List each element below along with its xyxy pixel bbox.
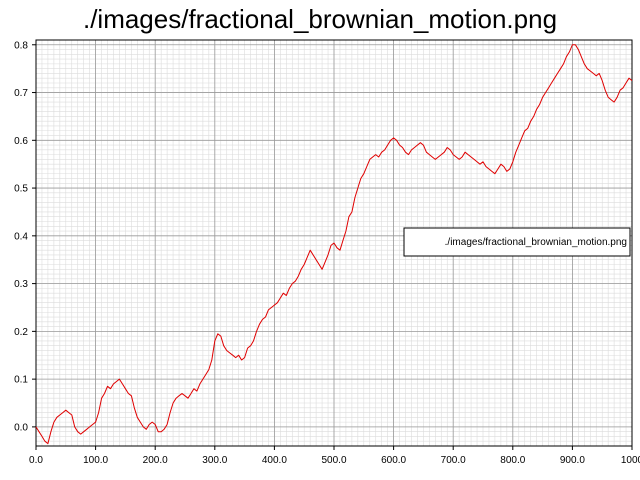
x-tick-label: 300.0 (202, 455, 227, 466)
legend-box (403, 227, 631, 257)
x-tick-label: 400.0 (262, 455, 287, 466)
y-tick-label: 0.5 (14, 184, 28, 195)
x-tick-label: 600.0 (381, 455, 406, 466)
legend-label: ./images/fractional_brownian_motion.png (445, 237, 627, 248)
y-tick-label: 0.8 (14, 40, 28, 51)
x-axis: 0.0 100.0 200.0 300.0 400.0 500.0 600.0 700.0 80… (29, 446, 640, 466)
x-tick-label: 900.0 (560, 455, 585, 466)
y-tick-label: 0.1 (14, 375, 28, 386)
x-tick-label: 700.0 (441, 455, 466, 466)
x-tick-label: 800.0 (500, 455, 525, 466)
y-axis: 0.0 0.1 0.2 0.3 0.4 0.5 0.6 0.7 0.8 (14, 40, 36, 433)
y-tick-label: 0.0 (14, 422, 28, 433)
legend: ./images/fractional_brownian_motion.png (403, 227, 631, 257)
y-tick-label: 0.3 (14, 279, 28, 290)
series-line (35, 44, 633, 445)
chart-title: ./images/fractional_brownian_motion.png (82, 4, 558, 34)
x-tick-label: 0.0 (29, 455, 43, 466)
series-lines (35, 44, 633, 445)
y-tick-label: 0.6 (14, 136, 28, 147)
x-tick-label: 100.0 (83, 455, 108, 466)
x-tick-label: 500.0 (321, 455, 346, 466)
y-tick-label: 0.7 (14, 88, 28, 99)
y-tick-label: 0.2 (14, 327, 28, 338)
x-tick-label: 200.0 (143, 455, 168, 466)
y-tick-label: 0.4 (14, 231, 28, 242)
